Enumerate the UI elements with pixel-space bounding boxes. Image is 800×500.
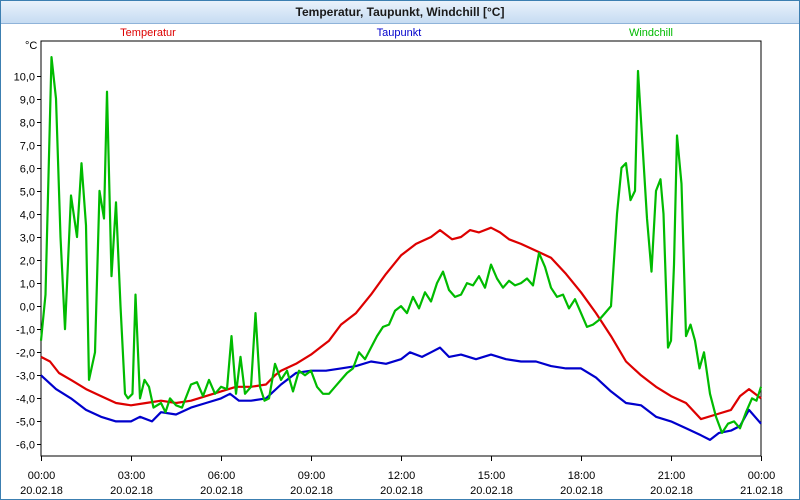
legend-entry-windchill: Windchill [629, 27, 673, 39]
y-tick-label: -1,0 [16, 325, 35, 337]
x-tick-time: 09:00 [298, 470, 326, 482]
y-tick-label: -5,0 [16, 417, 35, 429]
y-tick-label: 10,0 [14, 72, 35, 84]
y-tick-label: 1,0 [20, 279, 35, 291]
y-tick-label: -2,0 [16, 348, 35, 360]
y-tick-label: 5,0 [20, 187, 35, 199]
y-tick-label: 8,0 [20, 118, 35, 130]
x-tick-date: 20.02.18 [380, 485, 423, 497]
y-tick-label: 6,0 [20, 164, 35, 176]
x-tick-time: 21:00 [658, 470, 686, 482]
y-tick-label: 3,0 [20, 233, 35, 245]
x-tick-time: 15:00 [478, 470, 506, 482]
window-title: Temperatur, Taupunkt, Windchill [°C] [1, 1, 799, 24]
y-axis-ticks: 10,0 9,0 8,0 7,0 6,0 5,0 4,0 3,0 2,0 1,0 0,0 -1,0 -2… [14, 72, 41, 452]
x-tick-date: 20.02.18 [110, 485, 153, 497]
y-axis-label: °C [25, 40, 37, 52]
x-tick-time: 00:00 [748, 470, 776, 482]
y-tick-label: 2,0 [20, 256, 35, 268]
series-lines [39, 56, 763, 441]
x-axis-ticks: 00:00 20.02.18 03:00 20.02.18 06:00 20.02.18 0… [20, 456, 783, 497]
x-tick-date: 21.02.18 [740, 485, 783, 497]
y-tick-label: -6,0 [16, 440, 35, 452]
y-tick-label: 4,0 [20, 210, 35, 222]
y-tick-label: 7,0 [20, 141, 35, 153]
y-tick-label: -4,0 [16, 394, 35, 406]
x-tick-date: 20.02.18 [200, 485, 243, 497]
x-tick-date: 20.02.18 [560, 485, 603, 497]
y-tick-label: -3,0 [16, 371, 35, 383]
x-tick-time: 12:00 [388, 470, 416, 482]
x-tick-time: 18:00 [568, 470, 596, 482]
legend-entry-taupunkt: Taupunkt [377, 27, 422, 39]
x-tick-time: 06:00 [208, 470, 236, 482]
x-tick-time: 00:00 [28, 470, 56, 482]
legend-entry-temperatur: Temperatur [120, 27, 176, 39]
x-tick-time: 03:00 [118, 470, 146, 482]
series-line-windchill [39, 56, 763, 434]
x-tick-date: 20.02.18 [650, 485, 693, 497]
x-tick-date: 20.02.18 [470, 485, 513, 497]
x-tick-date: 20.02.18 [20, 485, 63, 497]
x-tick-date: 20.02.18 [290, 485, 333, 497]
legend: Temperatur Taupunkt Windchill [120, 27, 673, 39]
y-tick-label: 0,0 [20, 302, 35, 314]
series-line-taupunkt [40, 346, 762, 441]
series-line-temperatur [40, 226, 762, 421]
y-tick-label: 9,0 [20, 95, 35, 107]
